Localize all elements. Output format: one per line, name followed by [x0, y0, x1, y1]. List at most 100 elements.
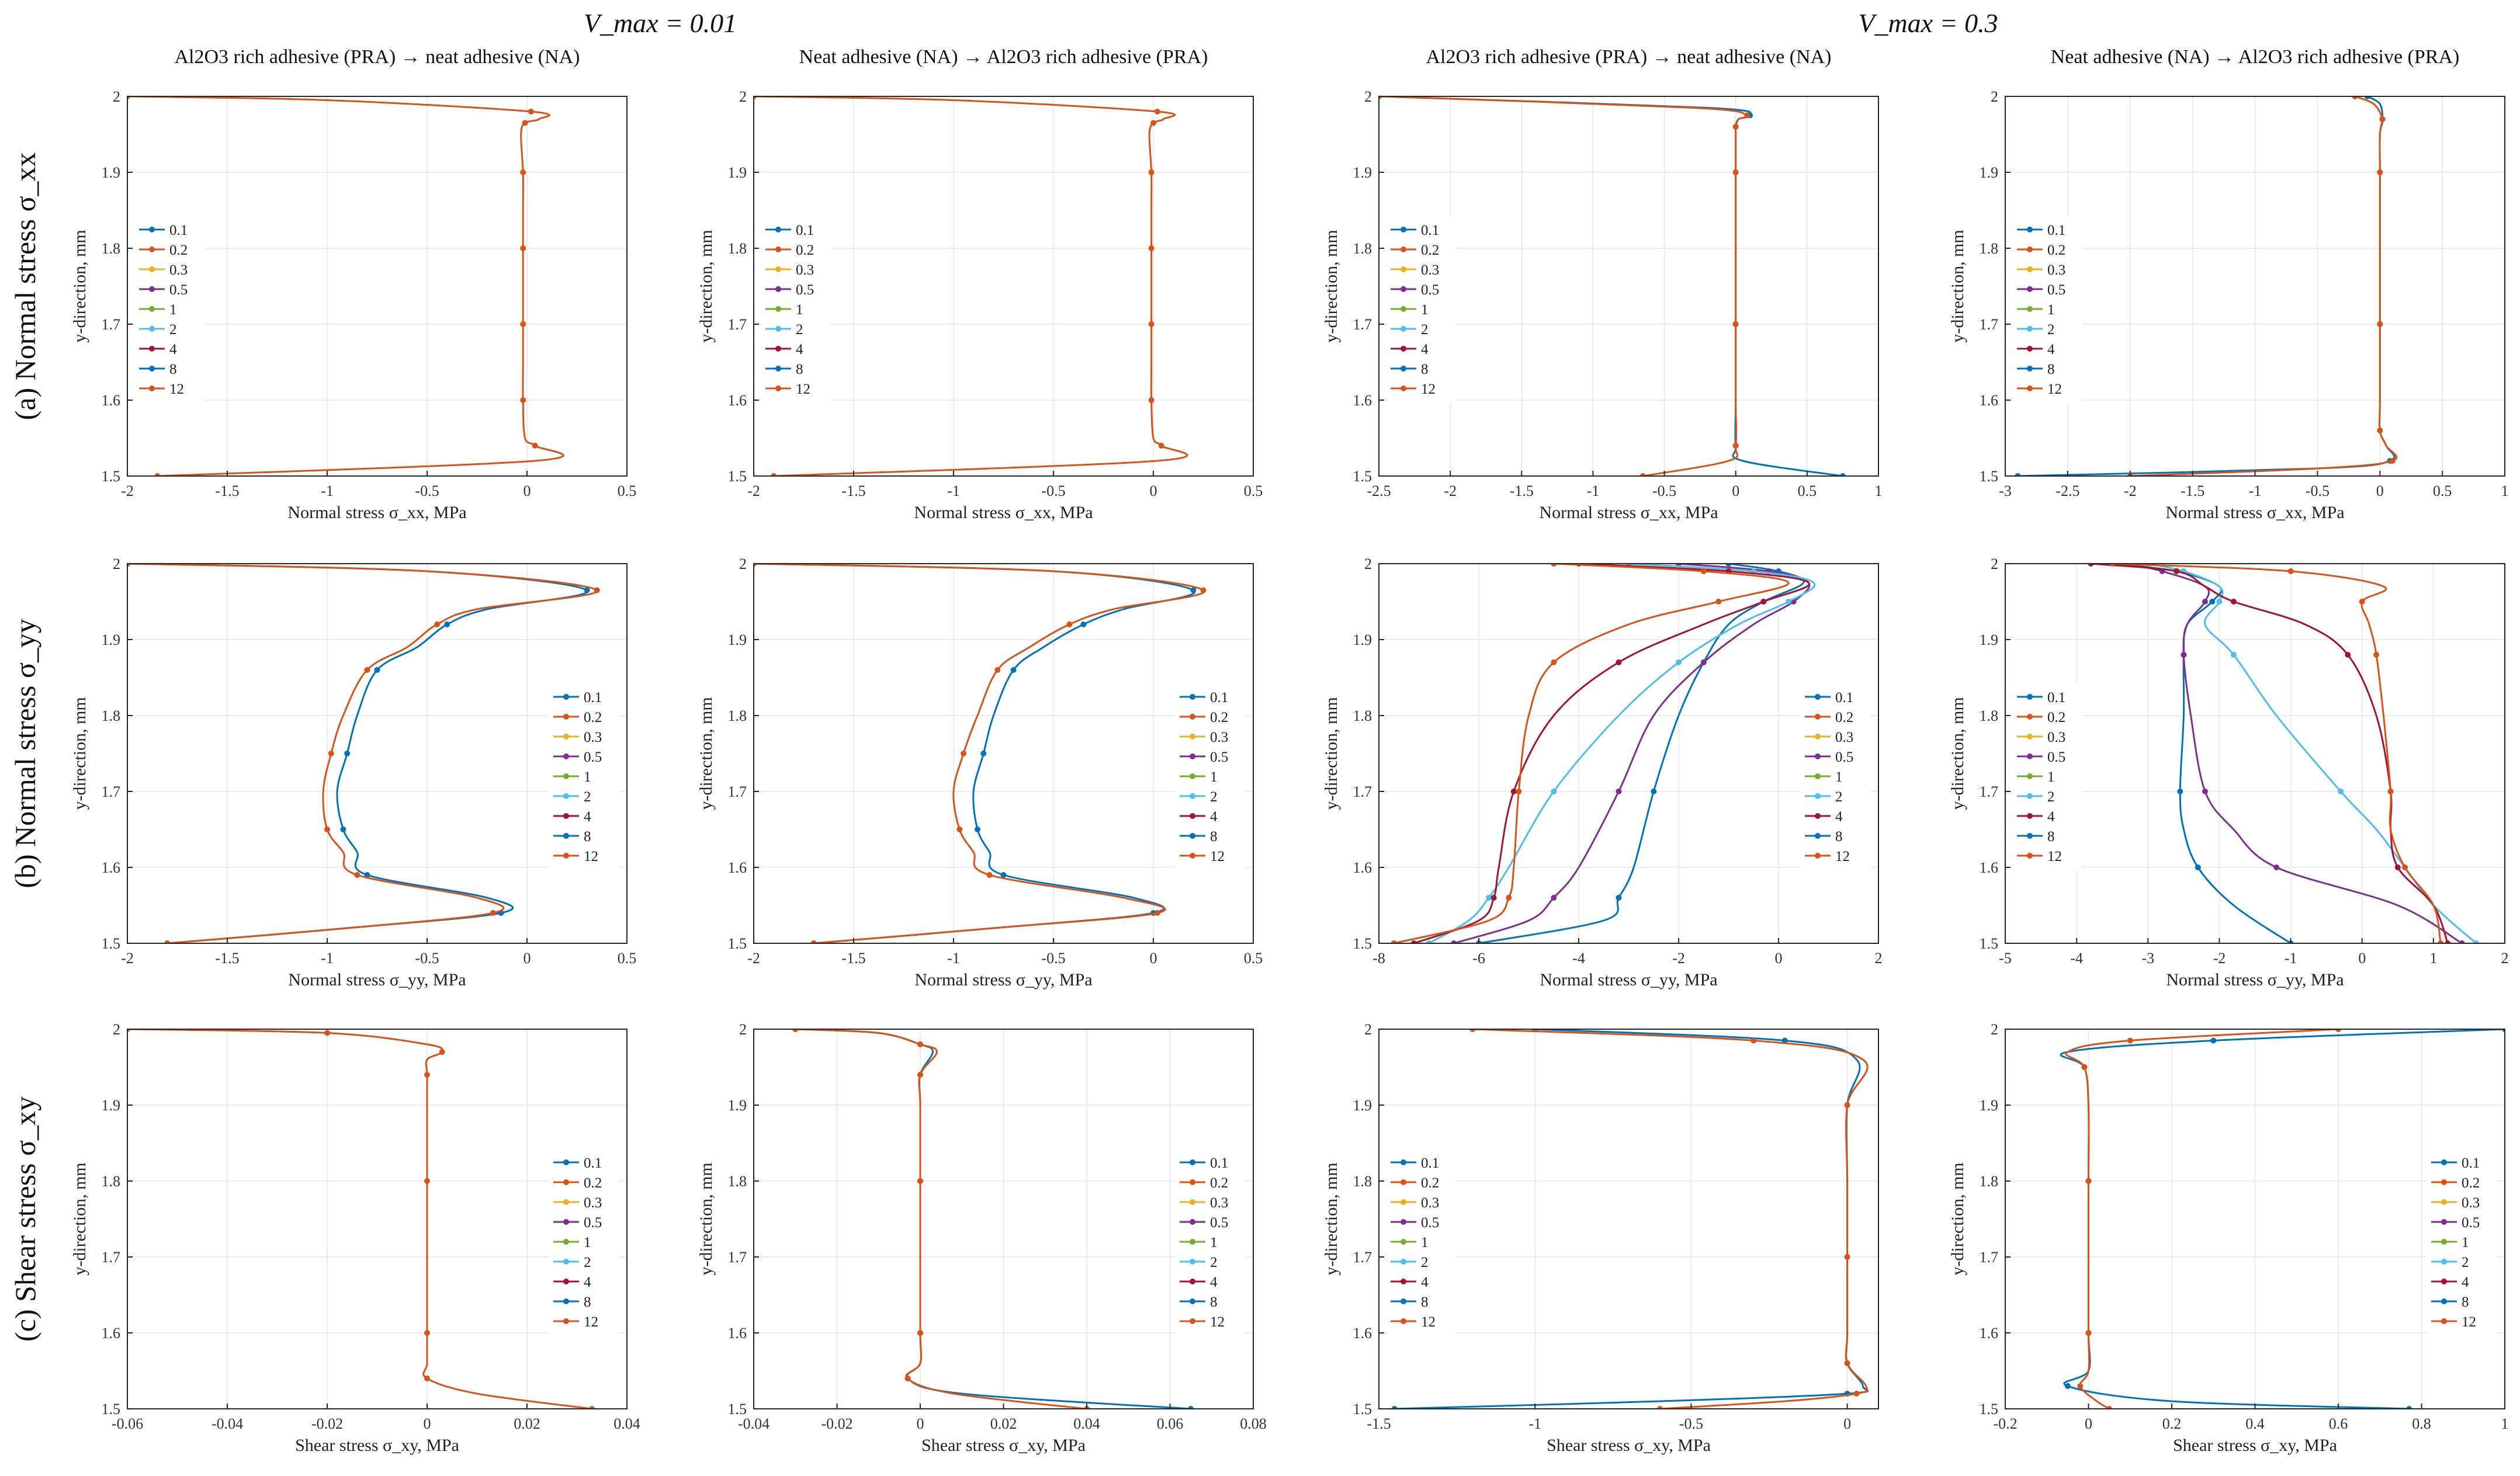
- x-tick-label: -0.5: [2306, 482, 2330, 499]
- data-marker: [1148, 321, 1155, 327]
- y-tick-label: 1.9: [1980, 164, 1999, 181]
- data-marker: [2085, 1178, 2092, 1184]
- series-group: [1391, 1029, 1869, 1409]
- data-marker: [2338, 789, 2344, 794]
- legend-label: 8: [584, 829, 591, 845]
- legend-marker: [2027, 734, 2033, 739]
- x-tick-label: -0.5: [415, 482, 439, 499]
- legend-marker: [1401, 1219, 1406, 1225]
- legend-marker: [2027, 386, 2033, 391]
- data-marker: [2377, 321, 2383, 327]
- y-tick-label: 1.7: [1353, 316, 1372, 333]
- legend-marker: [2441, 1159, 2447, 1165]
- legend-label: 12: [796, 381, 810, 397]
- plot-area: [127, 96, 627, 476]
- legend-label: 0.5: [1210, 1215, 1228, 1231]
- data-marker: [956, 826, 963, 832]
- x-tick-label: 0: [424, 1415, 431, 1432]
- y-axis-label: y-direction, mm: [70, 230, 89, 342]
- legend-marker: [775, 386, 781, 391]
- x-tick-label: 0: [524, 482, 531, 499]
- x-tick-label: -0.06: [112, 1415, 143, 1432]
- data-marker: [2127, 1037, 2133, 1044]
- x-tick-label: 0.06: [1157, 1415, 1184, 1432]
- data-marker: [1066, 621, 1073, 627]
- series-group: [754, 96, 1188, 476]
- legend-label: 1: [796, 302, 803, 318]
- legend-marker: [1401, 1279, 1406, 1284]
- x-tick-label: -0.5: [415, 950, 439, 967]
- legend-label: 0.2: [584, 1175, 602, 1191]
- legend-label: 0.5: [584, 749, 602, 765]
- axes-frame: [1378, 563, 1879, 944]
- legend-label: 0.5: [584, 1215, 602, 1231]
- legend-label: 4: [1421, 342, 1429, 357]
- data-marker: [164, 940, 171, 943]
- data-marker: [917, 1072, 923, 1078]
- legend-label: 8: [796, 362, 803, 377]
- x-axis-label: Normal stress σ_yy, MPa: [2166, 970, 2344, 989]
- legend-label: 1: [169, 302, 177, 318]
- legend-marker: [1190, 714, 1195, 720]
- x-tick-label: -0.02: [311, 1415, 343, 1432]
- legend-label: 12: [2462, 1314, 2476, 1330]
- data-marker: [1510, 789, 1517, 794]
- data-marker: [584, 587, 590, 593]
- data-marker: [1732, 443, 1739, 449]
- x-tick-label: -1.5: [841, 950, 865, 967]
- legend-label: 2: [584, 1255, 591, 1270]
- data-marker: [904, 1376, 911, 1381]
- data-marker: [1148, 169, 1155, 175]
- y-tick-label: 1.8: [1353, 240, 1372, 257]
- y-tick-label: 1.6: [102, 1325, 121, 1342]
- data-marker: [1000, 872, 1007, 878]
- row-label-1: (a) Normal stress σ_xx: [9, 152, 41, 421]
- legend-label: 0.5: [1421, 282, 1439, 298]
- data-marker: [2389, 458, 2396, 464]
- legend-label: 2: [1210, 789, 1218, 805]
- data-marker: [2287, 568, 2294, 574]
- y-tick-label: 1.6: [102, 392, 121, 409]
- series-line-12: [2130, 96, 2398, 476]
- y-tick-label: 1.7: [102, 316, 121, 333]
- legend-label: 12: [1835, 849, 1850, 864]
- legend-label: 0.2: [1835, 710, 1853, 725]
- legend-label: 0.3: [2047, 262, 2065, 278]
- legend-marker: [1815, 793, 1821, 799]
- data-marker: [2473, 940, 2480, 943]
- legend-label: 0.3: [1421, 1195, 1439, 1211]
- y-tick-label: 2: [113, 555, 120, 572]
- x-axis-label: Shear stress σ_xy, MPa: [2173, 1436, 2337, 1455]
- data-marker: [1844, 1254, 1850, 1260]
- data-marker: [1656, 1406, 1663, 1409]
- legend-marker: [2027, 813, 2033, 819]
- x-tick-label: -5: [1999, 950, 2012, 967]
- x-axis-label: Normal stress σ_xx, MPa: [914, 503, 1093, 522]
- legend-marker: [563, 1179, 569, 1185]
- legend-marker: [149, 386, 155, 391]
- data-marker: [2373, 652, 2380, 658]
- y-tick-label: 1.6: [1353, 392, 1372, 409]
- legend-label: 2: [2047, 322, 2055, 338]
- data-marker: [2216, 599, 2223, 605]
- data-marker: [1154, 910, 1160, 916]
- legend-label: 2: [584, 789, 591, 805]
- y-tick-label: 1.7: [1980, 783, 1999, 800]
- legend-label: 12: [1210, 849, 1225, 864]
- x-tick-label: -2.5: [2055, 482, 2079, 499]
- panel-r3-c2: -0.04 -0.02 0 0.02 0.04 0.06 0.08 1.5 1.6 1.7 1.8 1…: [696, 1021, 1267, 1455]
- y-tick-label: 1.7: [728, 316, 747, 333]
- legend-label: 0.1: [2462, 1155, 2480, 1171]
- legend-label: 8: [1421, 1294, 1429, 1310]
- x-tick-label: -1.5: [841, 482, 865, 499]
- y-tick-label: 1.8: [1353, 707, 1372, 724]
- x-axis-label: Shear stress σ_xy, MPa: [921, 1436, 1086, 1455]
- data-marker: [2174, 568, 2180, 574]
- legend-marker: [2441, 1219, 2447, 1225]
- legend-label: 0.5: [1210, 749, 1228, 765]
- legend-marker: [1401, 227, 1406, 232]
- row-label-2: (b) Normal stress σ_yy: [9, 619, 41, 888]
